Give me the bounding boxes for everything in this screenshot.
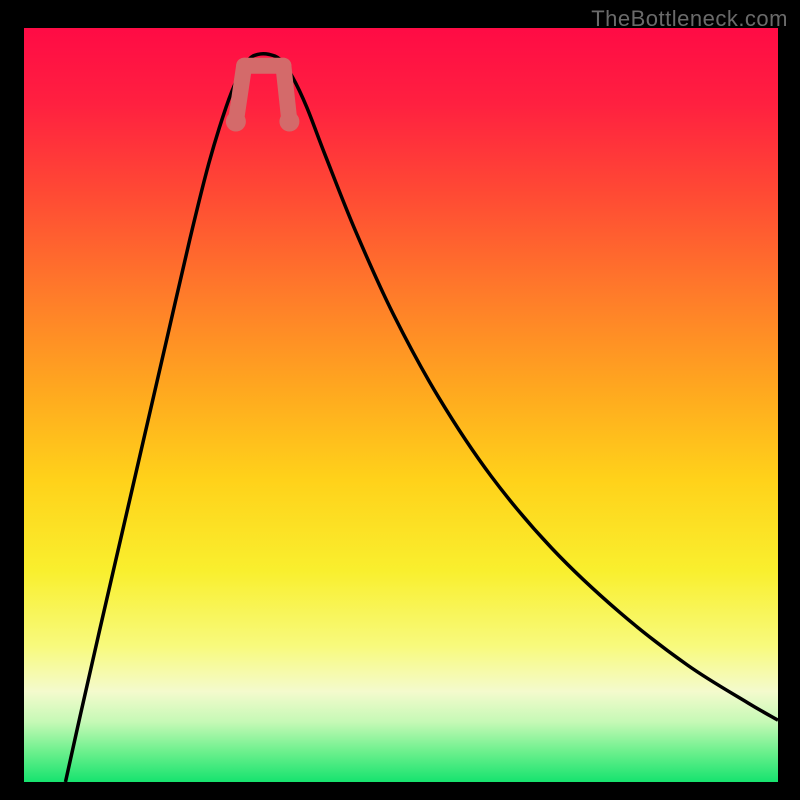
gradient-background bbox=[24, 28, 778, 782]
watermark-text: TheBottleneck.com bbox=[591, 6, 788, 32]
chart-area bbox=[24, 28, 778, 782]
